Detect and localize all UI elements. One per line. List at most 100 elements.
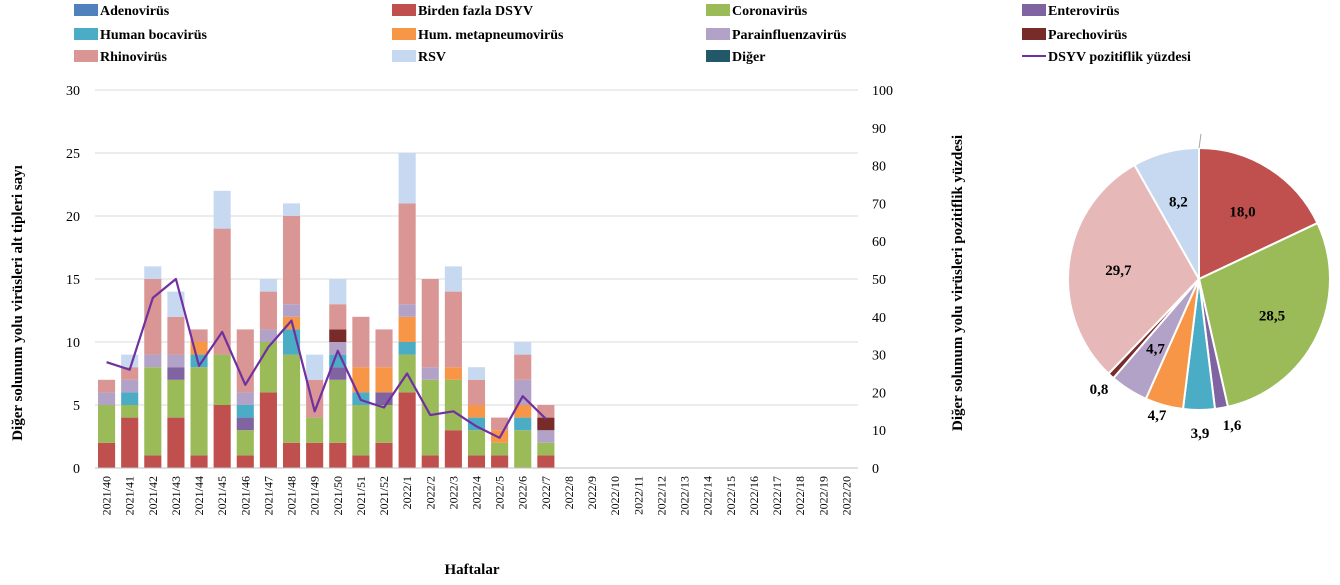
bar-segment — [329, 442, 347, 468]
y2-tick-label: 80 — [872, 160, 886, 175]
pie-slice — [1198, 146, 1319, 281]
bar-segment — [444, 291, 462, 368]
y-tick-label: 15 — [66, 273, 80, 288]
bar-segment — [98, 392, 116, 405]
legend-swatch — [706, 4, 730, 16]
bar-segment — [537, 455, 555, 468]
y2-tick-label: 60 — [872, 235, 886, 250]
bar-segment — [398, 342, 416, 355]
x-tick-label: 2022/15 — [724, 476, 738, 515]
legend-label: Parechovirüs — [1048, 28, 1128, 43]
bar-segment — [398, 304, 416, 317]
legend-swatch — [392, 28, 416, 40]
bar-segment — [121, 417, 139, 468]
bar-segment — [282, 354, 301, 443]
bar-segment — [144, 354, 162, 368]
bar-segment — [213, 354, 231, 405]
bar-segment — [98, 442, 116, 468]
bar-segment — [398, 203, 416, 305]
bar-segment — [144, 455, 162, 468]
bar-segment — [375, 442, 393, 468]
axes: 0 5 10 15 20 25 30 0 10 20 30 40 50 60 70 80 90 100 2021/4… — [66, 84, 893, 515]
bar-segment — [121, 405, 139, 418]
bar-segment — [190, 329, 208, 342]
positivity-line — [106, 277, 547, 439]
y-tick-label: 25 — [66, 147, 80, 162]
bar-segment — [329, 279, 347, 305]
bar-segment — [398, 153, 416, 204]
bar-segment — [236, 430, 254, 456]
bar-segment — [329, 329, 347, 342]
pie-data-label: 3,9 — [1191, 426, 1210, 442]
y2-tick-label: 0 — [872, 462, 879, 477]
bar-segment — [514, 417, 532, 431]
x-tick-label: 2022/19 — [816, 476, 830, 515]
pie-slice — [1197, 221, 1331, 408]
x-tick-label: 2022/9 — [585, 476, 599, 509]
legend-label: Enterovirüs — [1048, 4, 1120, 19]
x-tick-label: 2022/16 — [747, 476, 761, 515]
bar-segment — [306, 417, 324, 443]
legend-swatch — [74, 4, 98, 16]
bar-segment — [375, 405, 393, 443]
x-tick-label: 2021/51 — [354, 476, 368, 515]
bar-segment — [444, 430, 462, 468]
bar-segment — [282, 203, 301, 216]
bar-segment — [467, 405, 486, 418]
y2-tick-label: 90 — [872, 122, 886, 137]
bar-segment — [259, 291, 277, 330]
bar-segment — [144, 266, 162, 279]
x-tick-label: 2022/8 — [562, 476, 576, 509]
bar-segment — [537, 442, 555, 456]
pie-data-label: 0,8 — [1090, 382, 1109, 398]
bar-segment — [421, 455, 439, 468]
y2-tick-label: 10 — [872, 424, 886, 439]
x-tick-label: 2022/4 — [470, 476, 484, 509]
legend-swatch — [74, 28, 98, 40]
bar-segment — [236, 392, 254, 405]
bar-segment — [306, 442, 324, 468]
bar-segment — [421, 367, 439, 380]
legend-swatch — [1022, 28, 1046, 40]
bar-segment — [421, 379, 439, 456]
y2-tick-label: 50 — [872, 273, 886, 288]
bar-segment — [537, 430, 555, 443]
legend-swatch — [392, 50, 416, 62]
bar-segment — [329, 367, 347, 380]
bar-segment — [144, 279, 162, 355]
pie-slice — [1133, 146, 1200, 283]
bar-segment — [213, 228, 231, 355]
bar-segment — [167, 316, 185, 355]
bar-segment — [514, 405, 532, 418]
legend-label: DSYV pozitiflik yüzdesi — [1048, 50, 1191, 65]
y2-tick-label: 40 — [872, 311, 886, 326]
legend-label: Adenovirüs — [100, 4, 170, 19]
positivity-line-path — [106, 277, 547, 439]
x-tick-label: 2022/5 — [493, 476, 507, 509]
bar-segment — [444, 379, 462, 431]
bar-segment — [352, 405, 370, 456]
pie-data-label: 1,6 — [1223, 418, 1242, 434]
bar-segment — [236, 455, 254, 468]
x-tick-label: 2022/14 — [701, 476, 715, 515]
x-axis-label: Haftalar — [445, 562, 500, 578]
bar-segment — [213, 190, 231, 229]
bar-segment — [329, 379, 347, 443]
bar-segment — [467, 367, 486, 380]
x-tick-label: 2022/20 — [839, 476, 853, 515]
bar-segment — [491, 417, 509, 431]
bar-segment — [467, 455, 486, 468]
x-tick-label: 2021/41 — [123, 476, 137, 515]
bar-segment — [444, 367, 462, 380]
y2-tick-label: 70 — [872, 197, 886, 212]
bar-segment — [491, 455, 509, 468]
y-axis-label: Diğer solunum yolu virüsleri alt tipleri… — [10, 165, 26, 441]
bar-segment — [467, 417, 486, 431]
bar-segment — [491, 442, 509, 456]
y-tick-label: 20 — [66, 210, 80, 225]
x-tick-label: 2021/44 — [192, 476, 206, 515]
bar-segment — [167, 354, 185, 368]
bar-segment — [282, 304, 301, 317]
bar-segment — [98, 379, 116, 393]
